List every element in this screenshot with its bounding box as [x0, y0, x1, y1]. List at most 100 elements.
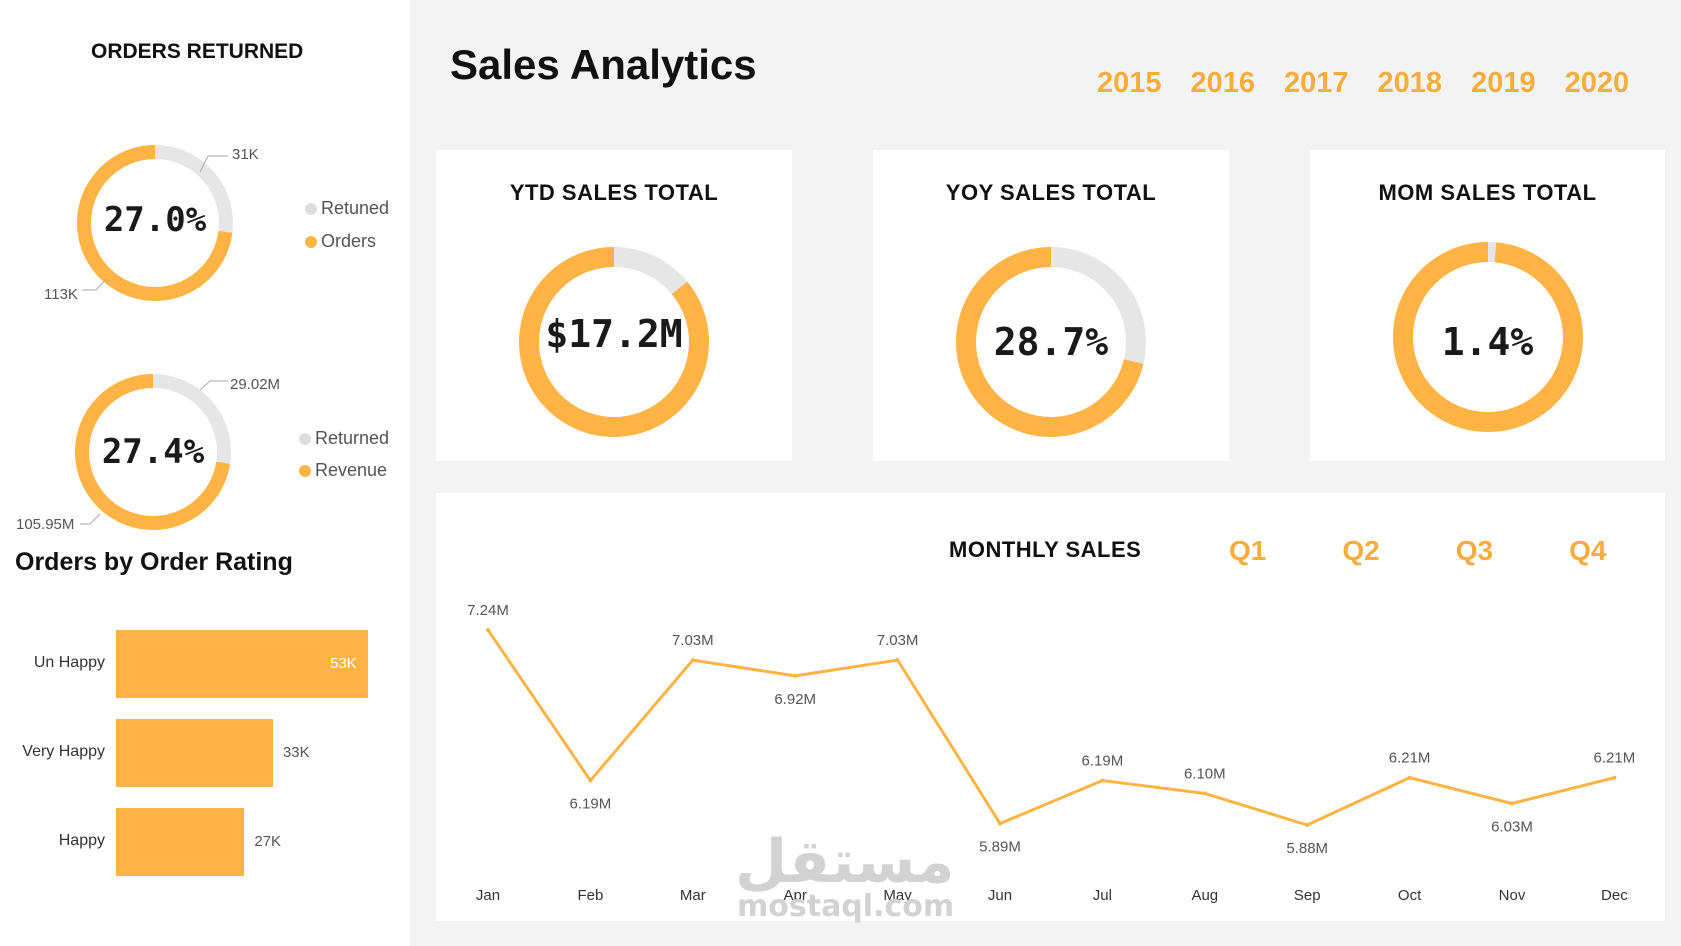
- page-title: Sales Analytics: [450, 41, 757, 88]
- mom-sales-donut[interactable]: [1388, 237, 1588, 437]
- leader-line-icon: [80, 513, 101, 525]
- year-2020-button[interactable]: 2020: [1564, 67, 1630, 99]
- rating-chart-title: Orders by Order Rating: [15, 548, 293, 576]
- monthly-sales-card: MONTHLY SALES Q1 Q2 Q3 Q4 7.24M Jan 6.19M F…: [436, 493, 1665, 921]
- year-2018-button[interactable]: 2018: [1377, 67, 1443, 99]
- monthly-sales-title: MONTHLY SALES: [949, 537, 1142, 562]
- donut-value-arc[interactable]: [1393, 242, 1583, 432]
- bar-category-label: Un Happy: [33, 654, 105, 671]
- line-data-label: 7.03M: [672, 632, 714, 649]
- line-data-point[interactable]: [1510, 801, 1514, 806]
- x-axis-tick-label: May: [883, 887, 912, 904]
- legend-item-orders[interactable]: Orders: [305, 231, 376, 252]
- legend-item-returned[interactable]: Returned: [299, 428, 389, 449]
- legend-dot-icon: [305, 236, 317, 248]
- year-filter: 2015 2016 2017 2018 2019 2020: [1097, 67, 1629, 100]
- legend-label: Revenue: [315, 460, 388, 480]
- x-axis-tick-label: Aug: [1191, 887, 1218, 904]
- line-data-label: 6.19M: [570, 796, 612, 813]
- legend-dot-icon: [299, 465, 311, 477]
- bar-value-label: 33K: [282, 744, 310, 761]
- line-data-point[interactable]: [998, 821, 1002, 826]
- line-data-point[interactable]: [1100, 778, 1105, 783]
- legend-item-retuned[interactable]: Retuned: [305, 198, 389, 219]
- donut1-label-returned: 31K: [232, 146, 259, 163]
- rating-bar[interactable]: [116, 630, 368, 698]
- quarter-q4-button[interactable]: Q4: [1569, 535, 1607, 566]
- legend-dot-icon: [305, 203, 317, 215]
- year-2017-button[interactable]: 2017: [1284, 67, 1349, 99]
- line-data-point[interactable]: [895, 658, 900, 663]
- x-axis-tick-label: Mar: [680, 887, 706, 904]
- line-data-label: 5.88M: [1286, 840, 1328, 857]
- line-data-point[interactable]: [690, 658, 695, 663]
- line-data-label: 6.21M: [1594, 750, 1636, 767]
- line-data-label: 7.03M: [877, 632, 919, 649]
- leader-line-icon: [200, 155, 228, 173]
- line-data-point[interactable]: [793, 673, 798, 678]
- donut2-label-returned: 29.02M: [230, 376, 281, 393]
- legend-label: Retuned: [321, 198, 390, 218]
- quarter-q2-button[interactable]: Q2: [1342, 535, 1380, 566]
- legend-label: Orders: [321, 231, 377, 251]
- line-data-point[interactable]: [588, 778, 593, 783]
- x-axis-tick-label: Nov: [1499, 887, 1526, 904]
- year-2015-button[interactable]: 2015: [1097, 67, 1162, 99]
- donut2-label-revenue: 105.95M: [16, 516, 75, 533]
- line-data-point[interactable]: [1305, 823, 1310, 827]
- monthly-sales-line-chart[interactable]: 7.24M Jan 6.19M Feb 7.03M Mar 6.92M Apr 7.03M May…: [436, 493, 1665, 921]
- mom-card-title: MOM SALES TOTAL: [1378, 180, 1597, 205]
- quarter-q3-button[interactable]: Q3: [1455, 535, 1494, 566]
- ytd-sales-donut[interactable]: [514, 242, 714, 442]
- line-data-point[interactable]: [1612, 775, 1617, 780]
- watermark-arabic: مستقل: [735, 827, 955, 897]
- x-axis-tick-label: Apr: [784, 887, 807, 904]
- x-axis-tick-label: Jun: [988, 887, 1012, 904]
- left-panel: ORDERS RETURNED 27.0% 31K 113K Retuned O…: [0, 0, 410, 946]
- x-axis-tick-label: Jul: [1093, 887, 1112, 904]
- rating-bar[interactable]: [116, 719, 273, 787]
- bar-category-label: Very Happy: [22, 743, 105, 760]
- line-data-label: 6.92M: [774, 691, 816, 708]
- monthly-sales-series-line[interactable]: [486, 629, 1615, 827]
- x-axis-tick-label: Dec: [1601, 887, 1628, 904]
- line-data-label: 7.24M: [467, 602, 509, 619]
- yoy-value: 28.7%: [993, 320, 1109, 364]
- mom-value: 1.4%: [1441, 320, 1534, 364]
- line-data-label: 6.03M: [1491, 818, 1533, 835]
- quarter-q1-button[interactable]: Q1: [1229, 535, 1267, 566]
- donut-value-arc[interactable]: [956, 247, 1146, 437]
- line-data-label: 6.21M: [1389, 750, 1431, 767]
- legend-item-revenue[interactable]: Revenue: [299, 460, 387, 481]
- bar-value-label: 53K: [330, 655, 357, 672]
- donut-value-arc[interactable]: [519, 247, 709, 437]
- ytd-card-title: YTD SALES TOTAL: [509, 180, 719, 205]
- line-data-point[interactable]: [1407, 775, 1412, 780]
- ytd-value: $17.2M: [545, 312, 683, 356]
- rating-bar[interactable]: [116, 808, 245, 876]
- quarter-filter: Q1 Q2 Q3 Q4: [1229, 535, 1606, 567]
- donut-orders-arc[interactable]: [77, 145, 233, 301]
- orders-returned-donut[interactable]: [60, 135, 250, 315]
- yoy-card-title: YOY SALES TOTAL: [945, 180, 1157, 205]
- donut-revenue-arc[interactable]: [75, 374, 231, 530]
- orders-returned-title: ORDERS RETURNED: [91, 40, 304, 63]
- donut1-label-orders: 113K: [44, 286, 78, 303]
- bar-value-label: 27K: [254, 833, 282, 850]
- x-axis-tick-label: Jan: [476, 887, 500, 904]
- x-axis-tick-label: Sep: [1294, 887, 1321, 904]
- yoy-sales-donut[interactable]: [951, 242, 1151, 442]
- line-data-point[interactable]: [1202, 791, 1207, 796]
- bar-category-label: Happy: [58, 832, 105, 849]
- legend-dot-icon: [299, 433, 311, 445]
- yoy-sales-card: YOY SALES TOTAL 28.7%: [873, 150, 1229, 461]
- line-data-label: 6.19M: [1082, 753, 1124, 770]
- revenue-returned-donut[interactable]: [60, 365, 250, 545]
- line-data-point[interactable]: [486, 628, 490, 632]
- legend-label: Returned: [315, 428, 390, 448]
- year-2019-button[interactable]: 2019: [1471, 67, 1536, 99]
- line-data-label: 5.89M: [979, 839, 1021, 856]
- year-2016-button[interactable]: 2016: [1190, 67, 1256, 99]
- watermark-latin: mostaql.com: [737, 889, 955, 924]
- donut2-center-value: 27.4%: [101, 432, 205, 472]
